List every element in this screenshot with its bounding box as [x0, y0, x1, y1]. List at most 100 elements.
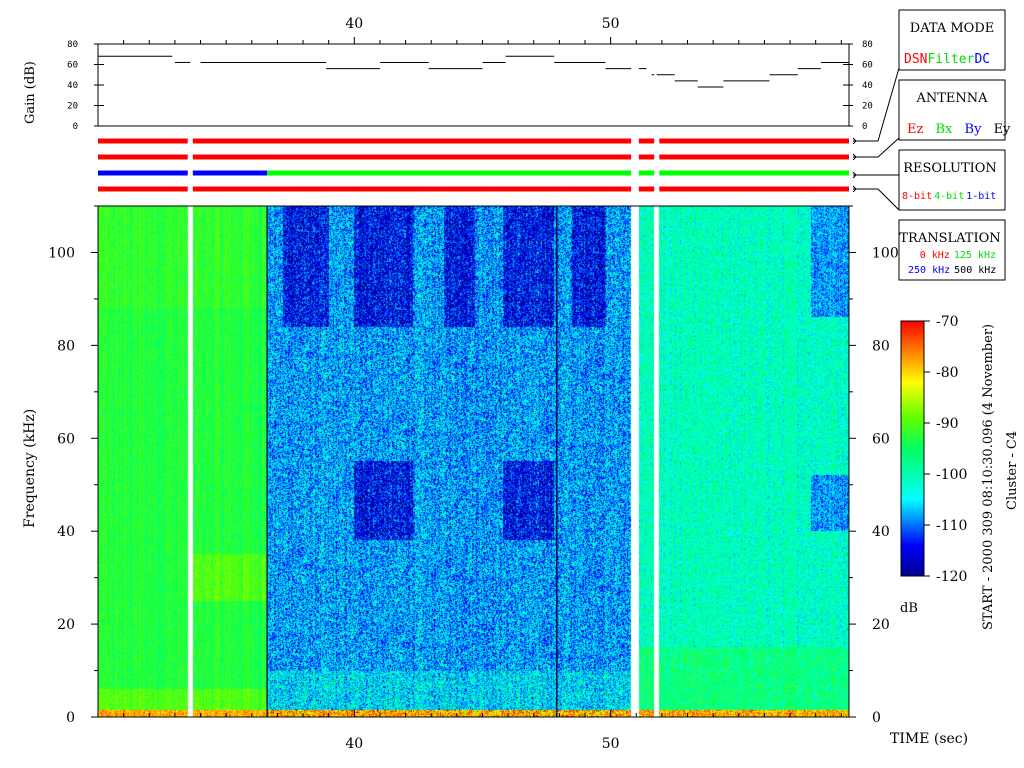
legend-data-mode: DATA MODE DSNFilterDC	[898, 9, 1006, 71]
gain-tick-label-right: 80	[862, 40, 873, 50]
gain-tick-label-left: 80	[67, 40, 78, 50]
mode-bar-segment	[267, 170, 632, 176]
legend-resolution: RESOLUTION 8-bit 4-bit 1-bit	[898, 149, 1006, 211]
spectrogram-axis-ticks: 40 50 0 0 20 20 40 40 60 60 80 80 100 100	[48, 205, 899, 752]
freq-tick-label-left: 40	[57, 524, 75, 540]
spectrogram-frame	[97, 205, 850, 718]
frequency-axis-label: Frequency (kHz)	[22, 409, 38, 528]
legend-translation: TRANSLATION 0 kHz 125 kHz 250 kHz 500 kHz	[898, 219, 1006, 281]
freq-tick-label-right: 20	[872, 617, 890, 633]
mode-bar-segment	[638, 154, 655, 160]
legend-antenna-title: ANTENNA	[915, 91, 988, 106]
legend-by: By	[965, 122, 983, 137]
gain-tick-label-left: 40	[67, 81, 78, 91]
legend-resolution-title: RESOLUTION	[903, 161, 997, 176]
legend-dsn: DSN	[904, 52, 927, 67]
gain-axis-ticks: 0 0 20 20 40 40 60 60 80 80	[67, 40, 873, 132]
gain-panel: 0 0 20 20 40 40 60 60 80 80 Gain (dB)	[23, 40, 873, 132]
spectrogram-panel: 40 50 0 0 20 20 40 40 60 60 80 80 100 100 Frequency (…	[22, 205, 968, 752]
freq-tick-label-left: 80	[57, 338, 75, 354]
gain-tick-label-right: 20	[862, 102, 873, 112]
legend-ey: Ey	[994, 122, 1011, 137]
legend-antenna-box	[898, 79, 1006, 141]
freq-tick-label-right: 100	[872, 245, 899, 261]
mode-bar-segment	[659, 186, 849, 192]
legend-4bit: 4-bit	[934, 191, 964, 202]
freq-tick-label-left: 60	[57, 431, 75, 447]
freq-tick-label-right: 0	[872, 710, 881, 726]
freq-tick-label-right: 40	[872, 524, 890, 540]
mode-bar-segment	[638, 170, 655, 176]
legend-500khz: 500 kHz	[954, 265, 996, 276]
gain-tick-label-left: 60	[67, 61, 78, 71]
mode-bar-segment	[192, 170, 268, 176]
spectrogram-raster	[98, 206, 849, 717]
colorbar: -70 -80 -90 -100 -110 -120 dB	[900, 314, 967, 616]
gain-tick-label-left: 20	[67, 102, 78, 112]
legend-resolution-box	[898, 149, 1006, 211]
freq-tick-label-left: 100	[48, 245, 75, 261]
top-time-tick-label: 50	[602, 16, 620, 32]
colorbar-gradient	[900, 320, 925, 577]
spectrogram-image	[98, 206, 849, 717]
svg-text:DSNFilterDC: DSNFilterDC	[904, 52, 990, 67]
gain-tick-label-left: 0	[73, 122, 78, 132]
mode-bar-segment	[659, 138, 849, 144]
gain-panel-frame	[97, 43, 850, 127]
mode-bar-segment	[638, 138, 655, 144]
legend-connectors	[852, 67, 900, 211]
legend-bx: Bx	[935, 122, 953, 137]
svg-text:Ez Bx By Ey: Ez Bx By Ey	[907, 122, 1011, 137]
legend-ez: Ez	[907, 122, 923, 137]
colorbar-unit: dB	[900, 601, 918, 616]
colorbar-tick-label: -110	[936, 518, 967, 534]
mode-bar-segment	[192, 186, 632, 192]
freq-tick-label-left: 0	[66, 710, 75, 726]
mode-bar-segment	[98, 154, 188, 160]
start-time-label: START - 2000 309 08:10:30.096 (4 Novembe…	[981, 324, 996, 630]
colorbar-tick-label: -120	[936, 569, 967, 585]
legend-filter: Filter	[927, 52, 974, 67]
freq-tick-label-right: 60	[872, 431, 890, 447]
bottom-time-tick-label: 40	[345, 736, 363, 752]
legend-translation-box	[898, 219, 1006, 281]
colorbar-ticks: -70 -80 -90 -100 -110 -120	[924, 314, 967, 585]
mode-bar-segment	[192, 154, 632, 160]
time-axis-label: TIME (sec)	[890, 731, 968, 747]
colorbar-tick-label: -80	[936, 365, 959, 381]
bottom-time-tick-label: 50	[602, 736, 620, 752]
mode-bar-segment	[638, 186, 655, 192]
legend-dc: DC	[974, 52, 990, 67]
legend-125khz: 125 kHz	[954, 250, 996, 261]
freq-tick-label-right: 80	[872, 338, 890, 354]
colorbar-tick-label: -90	[936, 416, 959, 432]
gain-line	[98, 55, 849, 88]
legend-data-mode-title: DATA MODE	[910, 21, 994, 36]
colorbar-tick-label: -70	[936, 314, 959, 330]
freq-tick-label-left: 20	[57, 617, 75, 633]
gain-tick-label-right: 60	[862, 61, 873, 71]
legend-data-mode-box	[898, 9, 1006, 71]
top-time-tick-label: 40	[345, 16, 363, 32]
legend-antenna: ANTENNA Ez Bx By Ey	[898, 79, 1011, 141]
mode-bar-segment	[98, 186, 188, 192]
mode-bar-segment	[659, 170, 849, 176]
colorbar-tick-label: -100	[936, 467, 967, 483]
mode-bar-segment	[192, 138, 632, 144]
legend-0khz: 0 kHz	[920, 250, 950, 261]
mode-bar-segment	[98, 138, 188, 144]
legend-250khz: 250 kHz	[908, 265, 950, 276]
gain-tick-label-right: 40	[862, 81, 873, 91]
legend-8bit: 8-bit	[902, 191, 932, 202]
mode-bar-segment	[98, 170, 188, 176]
legend-1bit: 1-bit	[966, 191, 996, 202]
top-time-ticks: 40 50	[123, 16, 842, 44]
legend-translation-title: TRANSLATION	[899, 231, 1000, 246]
gain-tick-label-right: 0	[862, 122, 867, 132]
mode-bars	[98, 138, 849, 192]
gain-axis-label: Gain (dB)	[23, 61, 38, 124]
